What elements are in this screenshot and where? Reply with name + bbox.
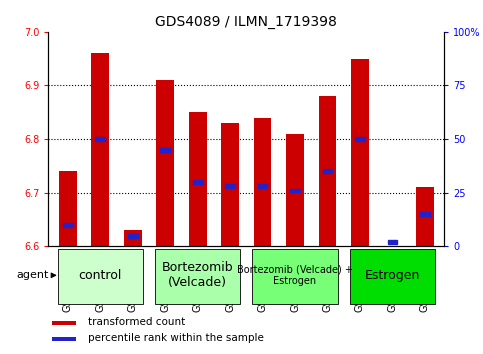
Bar — [95, 137, 105, 141]
Bar — [52, 337, 76, 341]
Bar — [286, 134, 304, 246]
Bar — [225, 184, 235, 188]
Bar — [221, 123, 239, 246]
Bar — [91, 53, 109, 246]
Text: Bortezomib (Velcade) +
Estrogen: Bortezomib (Velcade) + Estrogen — [237, 264, 353, 286]
Bar — [189, 112, 207, 246]
Text: percentile rank within the sample: percentile rank within the sample — [88, 333, 264, 343]
Bar — [416, 187, 434, 246]
Text: Estrogen: Estrogen — [365, 269, 420, 282]
Bar — [355, 137, 365, 141]
Bar — [323, 170, 332, 173]
Bar — [252, 249, 338, 304]
Bar — [63, 223, 72, 227]
Bar — [128, 234, 138, 238]
Bar — [59, 171, 77, 246]
Bar — [124, 230, 142, 246]
Bar — [57, 249, 143, 304]
Text: transformed count: transformed count — [88, 316, 185, 327]
Bar — [290, 189, 300, 193]
Bar — [257, 184, 268, 188]
Bar — [52, 321, 76, 325]
Text: agent: agent — [16, 270, 49, 280]
Bar — [254, 118, 271, 246]
Bar — [350, 249, 435, 304]
Bar — [319, 96, 337, 246]
Text: Bortezomib
(Velcade): Bortezomib (Velcade) — [162, 261, 233, 289]
Bar — [155, 249, 241, 304]
Bar — [420, 212, 430, 216]
Title: GDS4089 / ILMN_1719398: GDS4089 / ILMN_1719398 — [156, 16, 337, 29]
Bar — [160, 148, 170, 152]
Bar — [351, 59, 369, 246]
Bar — [387, 240, 398, 244]
Text: control: control — [79, 269, 122, 282]
Bar — [193, 180, 202, 184]
Bar — [156, 80, 174, 246]
